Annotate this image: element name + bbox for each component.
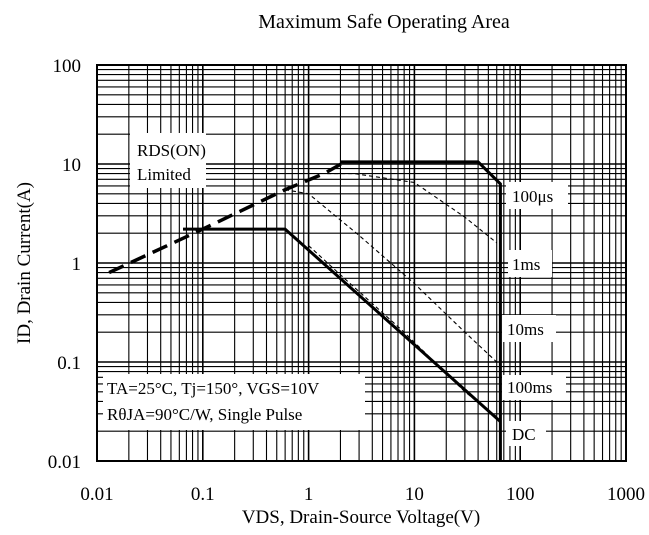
curves (108, 160, 502, 461)
label-1ms: 1ms (512, 255, 540, 274)
label-10ms: 10ms (507, 320, 544, 339)
label-dc: DC (512, 425, 536, 444)
label-1ms-box (508, 250, 552, 277)
label-100us: 100μs (512, 187, 553, 206)
x-tick-label: 1000 (607, 484, 645, 505)
x-tick-label: 0.1 (191, 484, 215, 505)
series-10ms-line (285, 189, 498, 363)
conditions-line-2: RθJA=90°C/W, Single Pulse (107, 405, 302, 424)
label-100ms: 100ms (507, 378, 552, 397)
label-100us-box (506, 182, 568, 209)
y-tick-label: 10 (62, 155, 81, 176)
conditions-line-1: TA=25°C, Tj=150°, VGS=10V (107, 379, 320, 398)
conditions-box (103, 374, 365, 430)
y-tick-label: 1 (72, 254, 82, 275)
rdson-label-box (130, 133, 206, 188)
label-10ms-box (502, 315, 556, 342)
series-100-s-line (340, 160, 502, 461)
plot-frame (96, 64, 627, 462)
label-dc-box (506, 421, 546, 446)
series-dc-line (183, 227, 502, 423)
rdson-label: RDS(ON) (137, 141, 206, 160)
x-tick-labels: 0.01 0.1 1 10 100 1000 (80, 484, 645, 505)
y-axis-label: ID, Drain Current(A) (14, 182, 35, 344)
y-tick-label: 100 (53, 56, 82, 77)
annotations: RDS(ON) Limited 100μs 1ms 10ms 100ms DC … (103, 133, 568, 446)
series-1ms-line (327, 173, 498, 244)
x-tick-label: 0.01 (80, 484, 113, 505)
y-tick-labels: 0.01 0.1 1 10 100 (48, 56, 81, 473)
y-tick-label: 0.01 (48, 452, 81, 473)
x-axis-label: VDS, Drain-Source Voltage(V) (242, 507, 480, 528)
label-100ms-box (502, 375, 566, 400)
chart-title: Maximum Safe Operating Area (258, 11, 510, 33)
y-tick-label: 0.1 (57, 353, 81, 374)
x-tick-label: 100 (506, 484, 535, 505)
x-tick-label: 10 (405, 484, 424, 505)
limited-label: Limited (137, 165, 191, 184)
x-tick-label: 1 (304, 484, 314, 505)
